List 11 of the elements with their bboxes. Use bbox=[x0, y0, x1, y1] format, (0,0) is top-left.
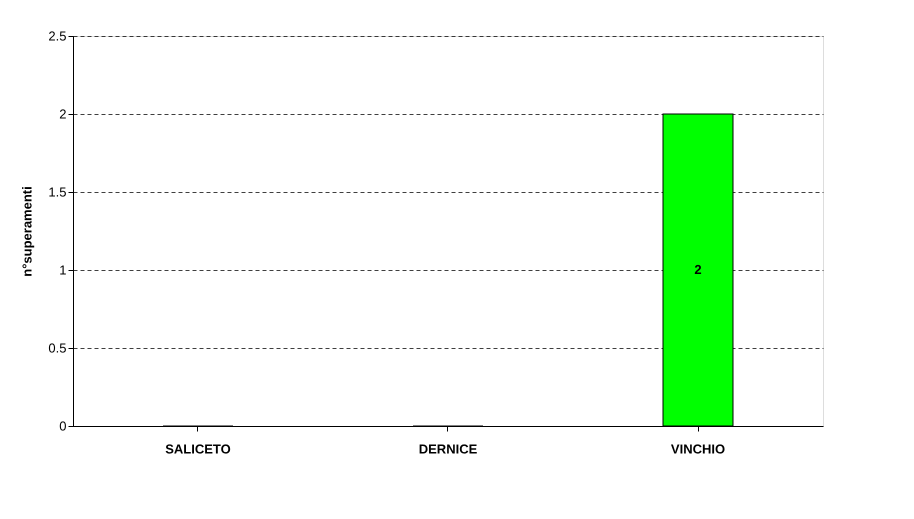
y-axis-title: n°superamenti bbox=[19, 186, 34, 277]
x-tick-label: DERNICE bbox=[418, 442, 478, 456]
y-tick-label: 0.5 bbox=[48, 340, 66, 356]
x-tick-label: VINCHIO bbox=[670, 442, 726, 456]
data-label: 2 bbox=[694, 262, 702, 277]
x-tick-label: SALICETO bbox=[165, 442, 231, 456]
y-tick-label: 2 bbox=[59, 106, 66, 122]
y-tick-label: 1.5 bbox=[48, 184, 66, 200]
y-tick-label: 0 bbox=[59, 418, 66, 434]
y-tick-label: 1 bbox=[59, 262, 66, 278]
y-tick-label: 2.5 bbox=[48, 28, 66, 44]
